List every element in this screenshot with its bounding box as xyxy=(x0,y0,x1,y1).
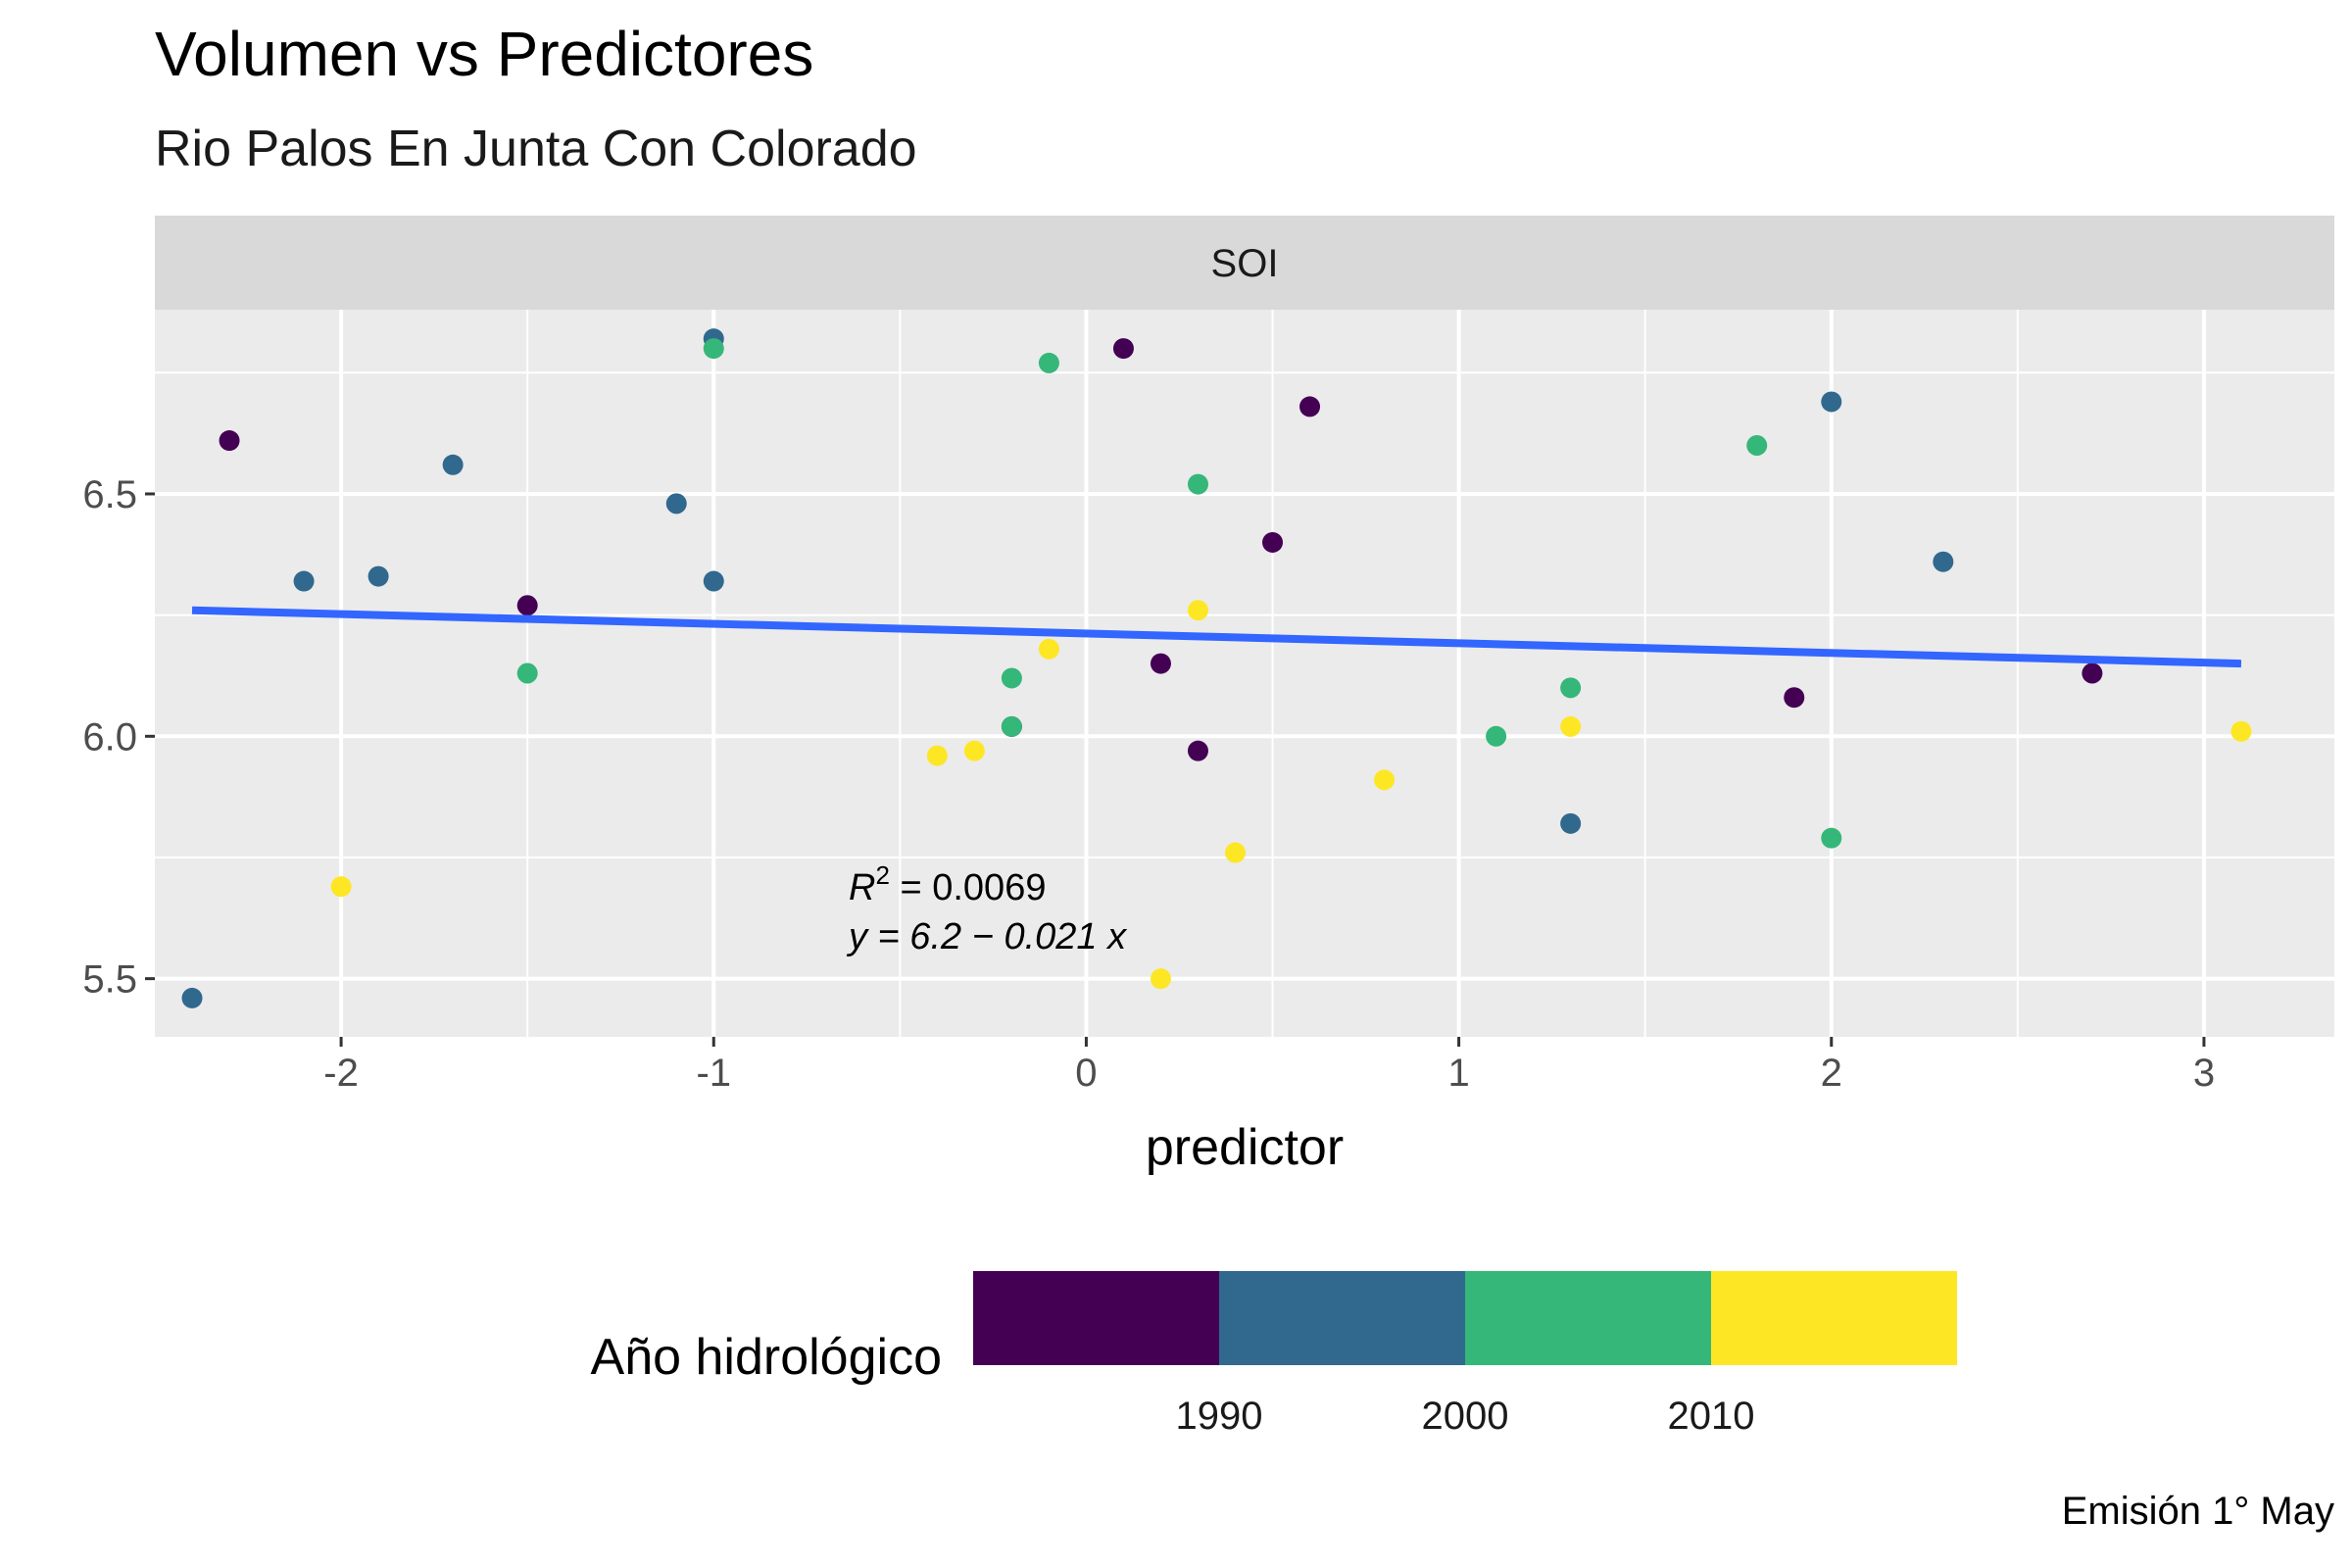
data-point xyxy=(368,565,389,587)
x-tick-label: 2 xyxy=(1821,1052,1842,1095)
color-legend: Año hidrológico 1990 2000 2010 xyxy=(591,1271,1957,1438)
data-point xyxy=(516,595,538,616)
data-point xyxy=(1038,352,1059,373)
caption: Emisión 1° May xyxy=(2061,1490,2334,1533)
data-point xyxy=(1224,842,1246,863)
data-point xyxy=(1112,338,1134,360)
r-squared-label: R2 = 0.0069 xyxy=(849,860,1046,908)
data-point xyxy=(1821,391,1842,413)
legend-color-bin xyxy=(1711,1271,1957,1365)
axes: -2 -1 0 1 2 3 5.5 6.0 6.5 predictor xyxy=(82,473,2215,1176)
data-point xyxy=(330,876,352,898)
data-point xyxy=(1486,725,1507,747)
chart-title: Volumen vs Predictores xyxy=(155,19,814,89)
data-point xyxy=(1821,827,1842,849)
data-point xyxy=(1374,769,1396,791)
data-point xyxy=(1001,667,1022,689)
grid-lines xyxy=(155,310,2334,1037)
fit-line-group xyxy=(191,606,2242,668)
regression-line xyxy=(191,606,2242,668)
facet-strip xyxy=(155,216,2334,310)
x-tick-label: -1 xyxy=(696,1052,731,1095)
data-point xyxy=(516,662,538,684)
data-point xyxy=(703,570,724,592)
x-axis-label: predictor xyxy=(1146,1119,1344,1176)
legend-color-bin xyxy=(1219,1271,1465,1365)
data-point xyxy=(1560,812,1582,834)
data-point xyxy=(1560,715,1582,737)
legend-break-label: 1990 xyxy=(1176,1395,1263,1438)
chart-subtitle: Rio Palos En Junta Con Colorado xyxy=(155,121,917,177)
x-tick-label: 3 xyxy=(2193,1052,2215,1095)
data-point xyxy=(2082,662,2103,684)
legend-break-label: 2010 xyxy=(1668,1395,1755,1438)
data-point xyxy=(1560,677,1582,699)
legend-color-bin xyxy=(973,1271,1219,1365)
data-point xyxy=(2230,720,2252,742)
data-point xyxy=(1187,600,1208,621)
data-point xyxy=(293,570,315,592)
data-point xyxy=(1933,551,1954,572)
panel-background xyxy=(155,310,2334,1037)
x-tick-label: 0 xyxy=(1075,1052,1097,1095)
data-point xyxy=(1150,653,1171,674)
data-points xyxy=(181,328,2252,1008)
legend-color-bin xyxy=(1465,1271,1711,1365)
data-point xyxy=(1150,968,1171,990)
data-point xyxy=(219,430,240,452)
legend-break-label: 2000 xyxy=(1422,1395,1509,1438)
legend-title: Año hidrológico xyxy=(591,1329,942,1386)
data-point xyxy=(703,338,724,360)
y-tick-label: 5.5 xyxy=(82,958,137,1002)
data-point xyxy=(442,454,464,475)
data-point xyxy=(181,987,203,1008)
data-point xyxy=(1038,638,1059,660)
data-point xyxy=(665,493,687,514)
x-tick-label: 1 xyxy=(1447,1052,1469,1095)
data-point xyxy=(1187,740,1208,761)
facet-strip-label: SOI xyxy=(1211,242,1279,285)
y-tick-label: 6.5 xyxy=(82,473,137,516)
regression-annotation: R2 = 0.0069 y = 6.2 − 0.021 x xyxy=(846,860,1128,957)
data-point xyxy=(1784,687,1805,709)
plot-panel: SOI xyxy=(155,216,2334,1037)
data-point xyxy=(1746,435,1768,457)
data-point xyxy=(1262,531,1284,553)
data-point xyxy=(1001,715,1022,737)
data-point xyxy=(926,745,948,766)
data-point xyxy=(1299,396,1321,417)
data-point xyxy=(1187,473,1208,495)
regression-equation: y = 6.2 − 0.021 x xyxy=(846,916,1128,957)
x-tick-label: -2 xyxy=(323,1052,359,1095)
data-point xyxy=(963,740,985,761)
y-tick-label: 6.0 xyxy=(82,715,137,759)
